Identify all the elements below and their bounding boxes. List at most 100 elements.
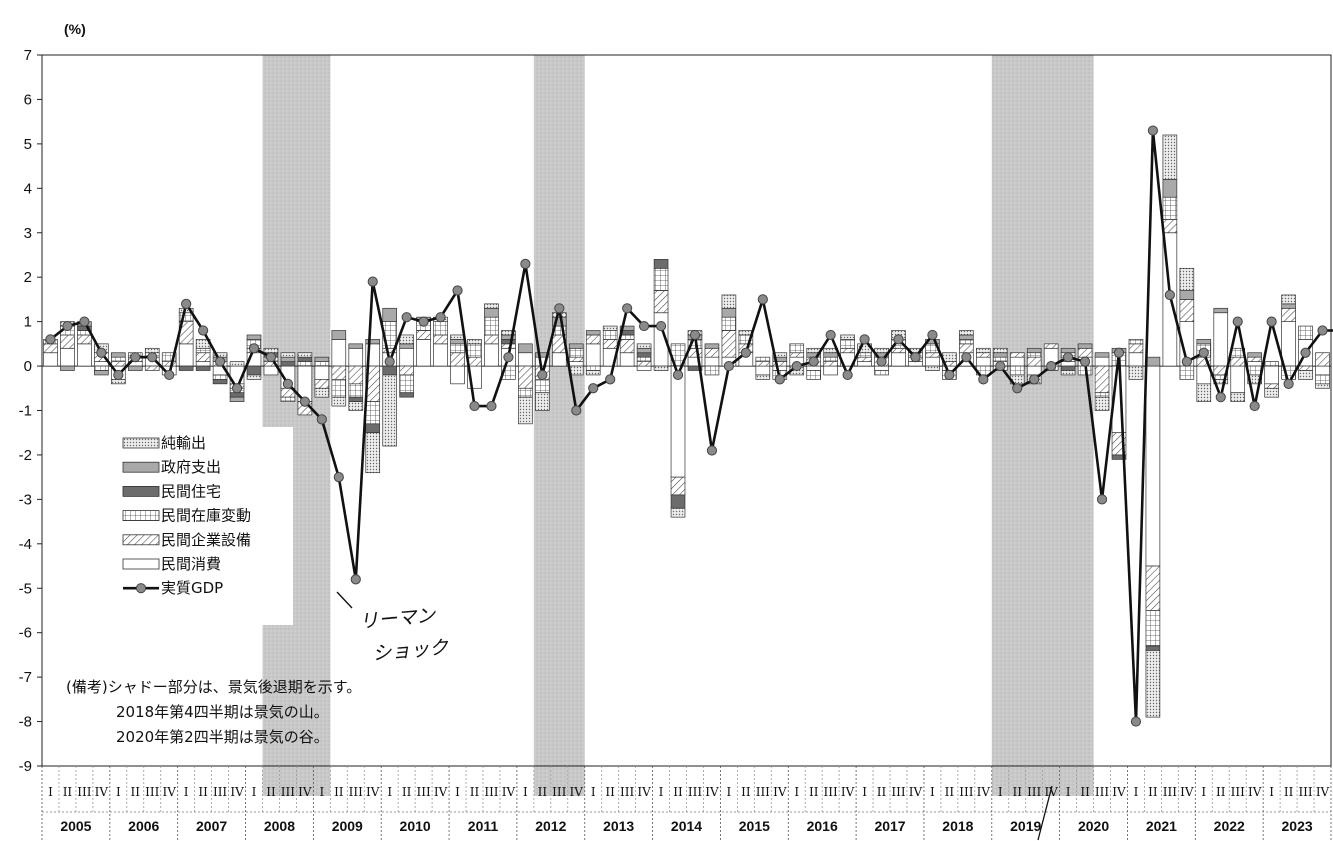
quarter-label: II <box>809 785 819 799</box>
quarter-label: IV <box>637 785 651 799</box>
quarter-label: III <box>824 785 838 799</box>
gdp-point <box>1147 125 1159 136</box>
bar-segment <box>518 343 533 354</box>
bar-segment <box>280 356 296 362</box>
gdp-point <box>978 374 989 385</box>
bar-segment <box>314 356 330 362</box>
bar-segment <box>501 330 516 336</box>
bar-segment <box>161 361 177 367</box>
bar-segment <box>653 290 669 314</box>
bar-segment <box>1298 370 1313 380</box>
quarter-label: II <box>334 785 344 799</box>
gdp-point <box>265 352 277 363</box>
quarter-label: II <box>673 785 683 799</box>
bar-segment <box>229 392 245 398</box>
quarter-label: IV <box>163 785 177 799</box>
bar-segment <box>1281 303 1296 309</box>
quarter-label: IV <box>909 785 923 799</box>
bar-segment <box>806 365 822 371</box>
bar-segment <box>433 321 448 336</box>
bar-segment <box>382 374 397 447</box>
notes: (備考)シャドー部分は、景気後退期を示す。 2018年第4四半期は景気の山。 2… <box>66 678 361 746</box>
year-label-2013: 2013 <box>603 818 634 834</box>
year-label-2021: 2021 <box>1146 818 1177 834</box>
bar-segment <box>636 343 652 349</box>
bar-segment <box>501 339 516 345</box>
quarter-label: I <box>319 785 324 799</box>
bar-segment <box>1315 365 1330 376</box>
bar-segment <box>382 307 397 322</box>
quarter-label: III <box>77 785 91 799</box>
bar-segment <box>1230 392 1246 402</box>
bar-segment <box>331 330 347 340</box>
bar-segment <box>1315 352 1330 367</box>
year-label-2019: 2019 <box>1010 818 1041 834</box>
gdp-point <box>774 374 785 385</box>
gdp-point <box>1283 378 1294 389</box>
gdp-point <box>1063 352 1074 363</box>
quarter-label: IV <box>570 785 584 799</box>
bar-segment <box>670 365 686 478</box>
gdp-point <box>164 369 175 381</box>
bar-segment <box>348 365 364 385</box>
gdp-point <box>435 312 446 323</box>
bar-segment <box>1247 365 1262 376</box>
bar-segment <box>365 423 381 434</box>
bar-segment <box>1281 321 1296 367</box>
year-label-2010: 2010 <box>400 818 431 834</box>
bar-segment <box>908 361 923 367</box>
quarter-label: I <box>1134 785 1139 799</box>
quarter-label: IV <box>502 785 516 799</box>
gdp-point <box>706 445 718 456</box>
bar-segment <box>399 365 414 376</box>
gdp-line-path <box>49 129 1333 723</box>
bar-segment <box>1145 565 1161 611</box>
y-tick-label: 0 <box>24 358 32 375</box>
gdp-point <box>1046 360 1057 372</box>
bar-segment <box>1145 645 1161 651</box>
quarter-label: III <box>891 785 905 799</box>
bar-segment <box>1196 383 1212 402</box>
bar-segment <box>450 365 465 385</box>
bar-segment <box>653 365 669 371</box>
bar-segment <box>1094 392 1110 398</box>
note-line-2: 2018年第4四半期は景気の山。 <box>116 703 329 721</box>
y-unit-label: (%) <box>64 21 86 37</box>
legend-label: 政府支出 <box>161 458 221 476</box>
bar-segment <box>687 365 703 371</box>
bar-segment <box>1060 365 1076 371</box>
legend-swatch <box>122 437 160 449</box>
y-tick-label: 5 <box>24 136 32 153</box>
year-label-2018: 2018 <box>942 818 973 834</box>
bar-segment <box>755 361 771 367</box>
gdp-point <box>893 334 904 345</box>
bar-segment <box>1094 352 1110 358</box>
bar-segment <box>144 347 160 354</box>
y-tick-label: -2 <box>19 447 32 464</box>
bar-segment <box>976 347 991 354</box>
bar-segment <box>144 365 160 371</box>
gdp-point <box>842 369 853 381</box>
quarter-label: III <box>756 785 770 799</box>
quarter-label: II <box>877 785 887 799</box>
bar-segment <box>959 339 974 345</box>
gdp-point <box>1181 356 1192 367</box>
pen-stroke <box>1037 785 1053 841</box>
bar-segment <box>1298 325 1313 340</box>
bar-segment <box>1315 383 1330 389</box>
bar-segment <box>1060 370 1076 376</box>
bar-segment <box>721 294 737 309</box>
bar-segment <box>348 343 364 349</box>
bar-segment <box>1094 356 1110 367</box>
gdp-point <box>961 352 972 363</box>
bar-segment <box>992 347 1008 354</box>
gdp-point <box>299 396 310 407</box>
gdp-point <box>605 374 616 385</box>
bar-segment <box>399 392 414 398</box>
recession-band-2 <box>533 55 585 796</box>
bar-segment <box>1128 343 1144 354</box>
gdp-point <box>537 369 548 381</box>
bar-segment <box>1060 347 1076 354</box>
bar-segment <box>484 343 499 367</box>
